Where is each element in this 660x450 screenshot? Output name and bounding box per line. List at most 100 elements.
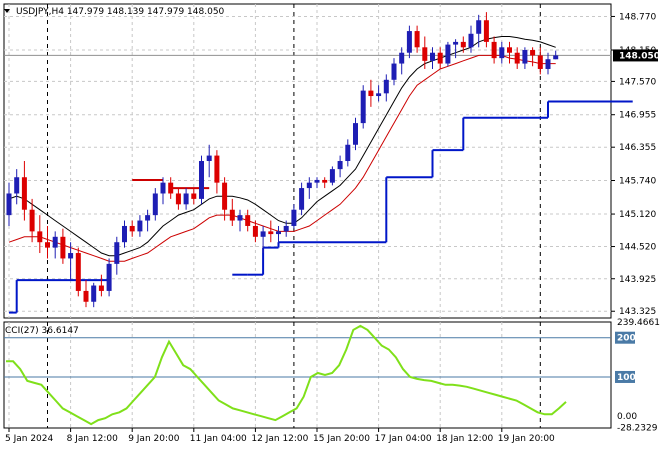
price-tick-label: 145.120 xyxy=(619,210,656,220)
candle-bull xyxy=(499,47,505,59)
candle-bull xyxy=(291,209,297,226)
cci-tick-label: 0.00 xyxy=(617,412,637,422)
candle-bull xyxy=(91,285,97,302)
candle-bear xyxy=(191,193,197,199)
candle-bear xyxy=(21,177,27,210)
candle-bear xyxy=(414,31,420,48)
candle-bull xyxy=(337,161,343,170)
price-tick-label: 145.740 xyxy=(619,176,656,186)
candle-bull xyxy=(68,253,74,259)
cci-tick-label: 200 xyxy=(617,334,636,344)
candle-bear xyxy=(491,41,497,59)
candle-bull xyxy=(299,188,305,210)
candle-bull xyxy=(14,177,20,194)
price-tick-label: 143.325 xyxy=(619,307,656,317)
candle-bear xyxy=(530,50,536,56)
candle-bear xyxy=(537,55,543,69)
cci-pane-frame xyxy=(3,321,612,429)
candle-bear xyxy=(229,209,235,221)
ma-black-line xyxy=(8,36,556,257)
candle-bull xyxy=(383,79,389,94)
candle-bear xyxy=(83,290,89,302)
candle-bear xyxy=(37,231,43,243)
time-tick-label: 8 Jan 12:00 xyxy=(67,434,119,444)
candle-bear xyxy=(460,41,466,48)
cci-line xyxy=(6,324,567,426)
candle-bull xyxy=(399,52,405,64)
candle-bull xyxy=(345,144,351,161)
candle-bull xyxy=(145,215,151,221)
candle-bull xyxy=(376,93,382,97)
candle-bear xyxy=(437,52,443,64)
candle-bull xyxy=(283,225,289,232)
candle-bear xyxy=(368,90,374,97)
candle-bear xyxy=(245,215,251,226)
candle-bull xyxy=(406,31,412,53)
candle-bear xyxy=(60,236,66,259)
candle-bear xyxy=(45,242,50,248)
candle-bull xyxy=(353,123,358,145)
candle-bear xyxy=(29,209,35,232)
candle-bull xyxy=(122,225,127,243)
cci-label: CCI(27) 36.6147 xyxy=(5,326,79,336)
candle-bear xyxy=(129,225,135,232)
time-tick-label: 19 Jan 20:00 xyxy=(498,434,555,444)
candle-bull xyxy=(114,242,120,264)
candle-bull xyxy=(137,220,143,232)
candle-bull xyxy=(306,182,312,189)
candle-bear xyxy=(75,253,81,291)
candle-bear xyxy=(422,47,428,61)
candle-bull xyxy=(360,90,366,124)
ma-red-line xyxy=(8,54,556,262)
candle-bull xyxy=(545,59,551,69)
candle-bull xyxy=(160,182,166,194)
grid xyxy=(3,3,612,429)
cci-level-badge xyxy=(615,331,635,344)
price-tick-label: 148.770 xyxy=(619,12,656,22)
cci-tick-label: 100 xyxy=(617,373,636,383)
candle-bull xyxy=(553,55,559,60)
candle-bear xyxy=(268,231,274,235)
time-tick-label: 18 Jan 12:00 xyxy=(436,434,493,444)
candle-bull xyxy=(329,169,335,183)
chart-header: USDJPY,H4 147.979 148.139 147.979 148.05… xyxy=(16,7,225,17)
candle-bear xyxy=(514,52,520,64)
candle-bull xyxy=(183,193,189,205)
candle-bull xyxy=(276,231,281,235)
candle-bull xyxy=(152,193,158,216)
time-tick-label: 17 Jan 04:00 xyxy=(375,434,432,444)
candle-bull xyxy=(106,263,112,291)
cci-level-badge xyxy=(615,370,635,383)
candle-bear xyxy=(214,155,220,183)
candle-bull xyxy=(237,215,243,221)
candle-bull xyxy=(314,179,320,183)
candle-bull xyxy=(52,236,58,248)
time-tick-label: 5 Jan 2024 xyxy=(5,434,53,444)
candle-bull xyxy=(445,44,451,64)
main-pane-frame xyxy=(3,3,612,319)
candle-bear xyxy=(168,182,174,194)
candle-bull xyxy=(476,20,482,34)
candle-bull xyxy=(522,50,528,64)
cci-pane xyxy=(4,324,611,426)
collapse-arrow-icon[interactable] xyxy=(4,9,10,13)
candle-bear xyxy=(483,20,489,42)
price-tick-label: 146.955 xyxy=(619,111,656,121)
candle-bull xyxy=(430,52,435,61)
time-tick-label: 11 Jan 04:00 xyxy=(190,434,247,444)
main-pane xyxy=(6,12,633,314)
cci-tick-label: -28.2329 xyxy=(617,423,658,433)
candle-bear xyxy=(507,47,512,53)
time-tick-label: 15 Jan 20:00 xyxy=(313,434,370,444)
axes: 148.770148.150147.570146.955146.355145.7… xyxy=(5,12,660,444)
candle-bull xyxy=(468,33,474,48)
candle-bear xyxy=(222,182,228,210)
current-price-badge-label: 148.050 xyxy=(619,51,660,61)
candle-bear xyxy=(322,179,328,183)
candle-bull xyxy=(453,41,459,45)
candle-bear xyxy=(252,225,258,237)
time-tick-label: 12 Jan 12:00 xyxy=(251,434,308,444)
price-tick-label: 146.355 xyxy=(619,143,656,153)
candle-bull xyxy=(206,155,212,161)
